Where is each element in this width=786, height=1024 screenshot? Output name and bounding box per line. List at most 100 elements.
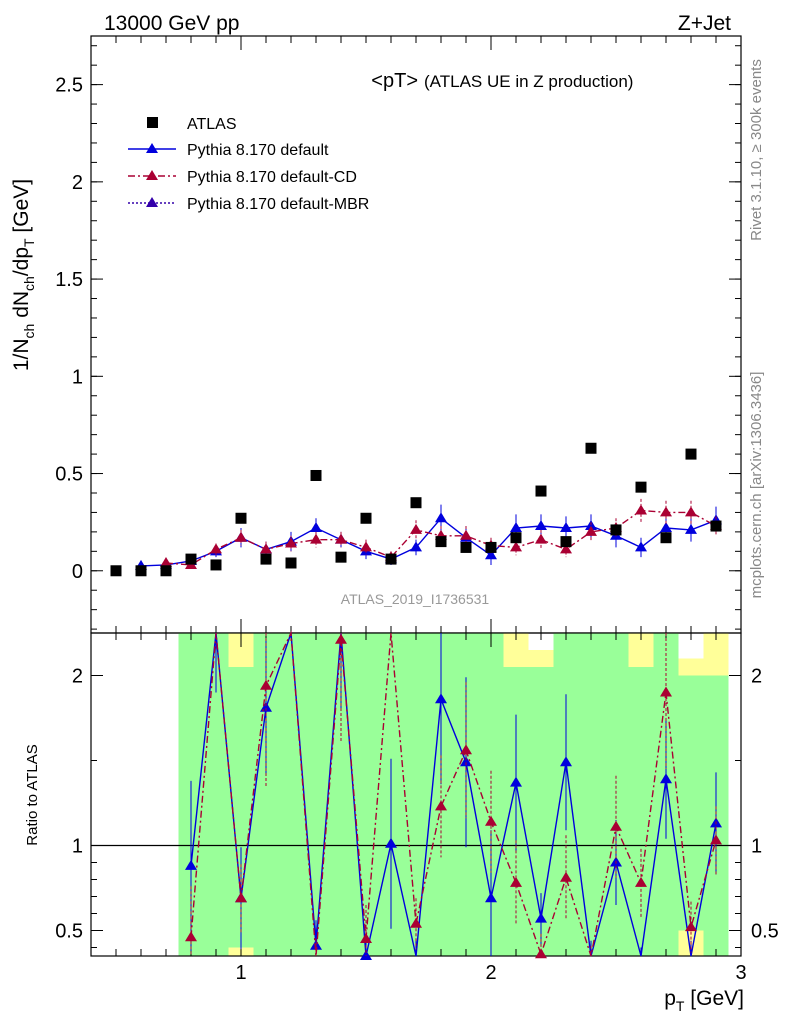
x-axis-label: pT [GeV] [664, 987, 744, 1014]
ratio-point-0 [485, 892, 497, 903]
ratio-point-0 [185, 859, 197, 870]
legend: ATLAS Pythia 8.170 default Pythia 8.170 … [128, 116, 369, 213]
uncertainty-band-inner [303, 633, 329, 956]
data-point-1 [635, 541, 647, 552]
data-point-1 [435, 512, 447, 523]
ratio-point-1 [410, 917, 422, 928]
atlas-data-point [185, 553, 197, 565]
data-point-1 [310, 521, 322, 532]
y-tick-label-top: 2 [72, 172, 83, 194]
atlas-data-point [210, 559, 222, 571]
atlas-data-point [710, 520, 722, 532]
uncertainty-band-inner [278, 633, 304, 956]
data-point-1 [660, 521, 672, 532]
y-tick-label-bottom-right: 1 [751, 836, 762, 858]
x-tick-label: 3 [735, 962, 746, 984]
y-tick-label-top: 0 [72, 561, 83, 583]
y-tick-label-top: 1 [72, 366, 83, 388]
ratio-point-1 [460, 744, 472, 755]
atlas-data-point [410, 497, 422, 509]
ratio-point-0 [535, 912, 547, 923]
y-axis-label-top: 1/Nch dNch/dpT [GeV] [10, 179, 37, 371]
atlas-data-point [485, 541, 497, 553]
header-left: 13000 GeV pp [104, 12, 239, 35]
atlas-data-point [285, 557, 297, 569]
ratio-line-0 [190, 632, 717, 957]
y-tick-label-bottom-left: 0.5 [55, 921, 83, 943]
rivet-label: Rivet 3.1.10, ≥ 300k events [748, 59, 765, 241]
legend-marker-mbr [146, 197, 158, 207]
atlas-data-point [660, 532, 672, 544]
data-point-2 [685, 506, 697, 517]
ratio-point-1 [660, 686, 672, 697]
data-point-2 [460, 529, 472, 540]
ratio-point-1 [235, 892, 247, 903]
atlas-data-point [110, 565, 122, 577]
ratio-point-1 [635, 876, 647, 887]
atlas-data-point [460, 541, 472, 553]
uncertainty-band-inner [603, 633, 629, 956]
main-title: <pT> [371, 70, 418, 92]
legend-label-atlas: ATLAS [187, 116, 237, 133]
y-tick-label-bottom-right: 0.5 [751, 921, 779, 943]
atlas-data-point [335, 551, 347, 563]
uncertainty-band-inner [403, 633, 429, 956]
atlas-data-point [260, 553, 272, 565]
uncertainty-band-inner [353, 633, 379, 956]
atlas-data-point [160, 565, 172, 577]
atlas-data-point [610, 524, 622, 536]
ratio-point-0 [385, 837, 397, 848]
ratio-point-0 [435, 693, 447, 704]
legend-marker-default [146, 143, 158, 153]
data-point-2 [360, 541, 372, 552]
x-tick-label: 1 [235, 962, 246, 984]
atlas-data-point [435, 536, 447, 548]
atlas-data-point [685, 448, 697, 460]
data-point-2 [210, 543, 222, 554]
data-point-2 [410, 523, 422, 534]
data-point-2 [660, 506, 672, 517]
data-point-1 [510, 521, 522, 532]
ratio-line-1 [190, 630, 717, 957]
ratio-point-1 [435, 800, 447, 811]
x-tick-label: 2 [485, 962, 496, 984]
ratio-point-1 [560, 871, 572, 882]
atlas-data-point [535, 485, 547, 497]
y-tick-label-top: 1.5 [55, 269, 83, 291]
legend-marker-atlas [147, 117, 158, 128]
ratio-point-1 [610, 820, 622, 831]
data-point-1 [685, 523, 697, 534]
ratio-point-0 [660, 773, 672, 784]
data-point-2 [585, 525, 597, 536]
main-subtitle: (ATLAS UE in Z production) [424, 72, 633, 91]
y-tick-label-top: 2.5 [55, 75, 83, 97]
ratio-point-1 [710, 834, 722, 845]
legend-label-default: Pythia 8.170 default [187, 142, 329, 159]
data-point-2 [285, 537, 297, 548]
ratio-point-1 [260, 679, 272, 690]
header-right: Z+Jet [678, 12, 731, 35]
atlas-data-point [310, 469, 322, 481]
data-point-1 [560, 521, 572, 532]
y-tick-label-bottom-right: 2 [751, 666, 762, 688]
data-point-1 [535, 520, 547, 531]
data-point-1 [485, 549, 497, 560]
legend-marker-cd [146, 170, 158, 180]
data-point-2 [235, 531, 247, 542]
ratio-point-0 [510, 776, 522, 787]
ratio-point-1 [185, 931, 197, 942]
data-point-2 [260, 543, 272, 554]
data-point-2 [160, 556, 172, 567]
ratio-point-1 [335, 633, 347, 644]
y-tick-label-bottom-left: 2 [72, 666, 83, 688]
y-tick-label-bottom-left: 1 [72, 836, 83, 858]
y-tick-label-top: 0.5 [55, 464, 83, 486]
atlas-data-point [385, 553, 397, 565]
atlas-data-point [360, 512, 372, 524]
legend-label-cd: Pythia 8.170 default-CD [187, 169, 357, 186]
atlas-data-point [560, 536, 572, 548]
data-point-2 [535, 533, 547, 544]
atlas-data-point [135, 565, 147, 577]
uncertainty-band-inner [628, 667, 654, 956]
main-panel: 0 0.5 1 1.5 2 2.5 <pT> (ATLAS UE in Z product… [55, 35, 742, 634]
